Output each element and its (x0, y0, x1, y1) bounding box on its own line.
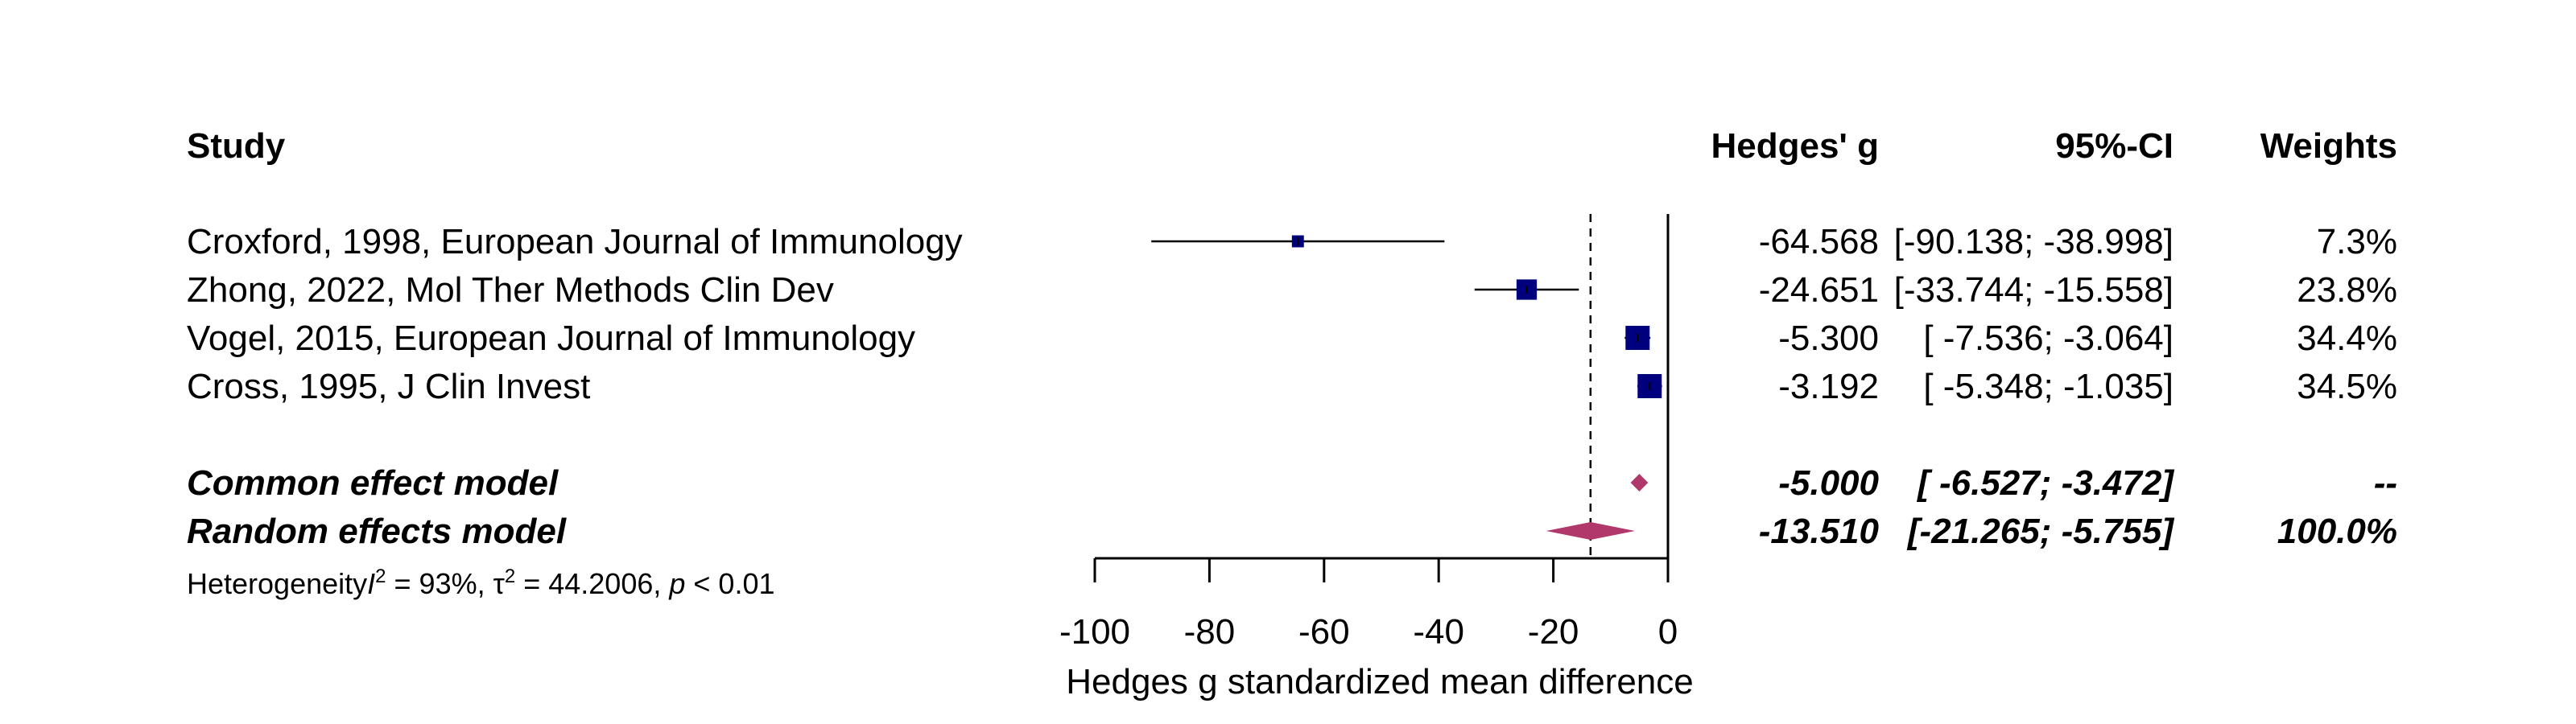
study-ci-value: [ -7.536; -3.064] (1923, 319, 2174, 358)
p-symbol: p (668, 567, 685, 600)
study-label: Vogel, 2015, European Journal of Immunol… (187, 319, 915, 358)
x-tick-label: -60 (1298, 612, 1350, 652)
study-ci-value: [-90.138; -38.998] (1894, 222, 2174, 261)
study-effect-value: -3.192 (1778, 367, 1879, 406)
pooled-diamond (1630, 474, 1649, 492)
pooled-row-common-effect-model: Common effect model -5.000 [ -6.527; -3.47… (187, 463, 2397, 503)
study-row-cross: Cross, 1995, J Clin Invest -3.192 [ -5.348… (187, 367, 2397, 406)
pooled-label: Common effect model (187, 463, 559, 503)
pooled-ci-value: [-21.265; -5.755] (1906, 512, 2175, 551)
header-study: Study (187, 126, 286, 166)
header-effect: Hedges' g (1711, 126, 1879, 166)
study-row-croxford: Croxford, 1998, European Journal of Immu… (187, 222, 2397, 261)
study-effect-value: -24.651 (1759, 270, 1879, 310)
p-value: < 0.01 (685, 567, 774, 600)
x-axis-title: Hedges g standardized mean difference (1066, 662, 1693, 701)
i2-value: = 93%, (386, 567, 493, 600)
study-weight-value: 34.5% (2297, 367, 2397, 406)
heterogeneity-prefix: Heterogeneity (187, 567, 367, 600)
x-tick-label: -20 (1528, 612, 1579, 652)
i2-symbol: I (367, 567, 375, 600)
study-label: Cross, 1995, J Clin Invest (187, 367, 590, 406)
study-effect-value: -64.568 (1759, 222, 1879, 261)
study-weight-value: 23.8% (2297, 270, 2397, 310)
tau-symbol: τ (493, 567, 505, 600)
header-weights: Weights (2260, 126, 2397, 166)
tau-superscript: 2 (505, 566, 515, 587)
pooled-label: Random effects model (187, 512, 567, 551)
pooled-row-random-effects-model: Random effects model -13.510 [-21.265; -5.… (187, 512, 2397, 551)
x-tick-label: 0 (1658, 612, 1678, 652)
header-ci: 95%-CI (2055, 126, 2174, 166)
pooled-effect-value: -13.510 (1759, 512, 1880, 551)
pooled-ci-value: [ -6.527; -3.472] (1916, 463, 2174, 503)
study-row-zhong: Zhong, 2022, Mol Ther Methods Clin Dev -2… (187, 270, 2397, 310)
tau-value: = 44.2006, (515, 567, 669, 600)
study-weight-value: 7.3% (2317, 222, 2397, 261)
x-tick-label: -40 (1413, 612, 1464, 652)
x-tick-label: -100 (1059, 612, 1130, 652)
study-effect-value: -5.300 (1778, 319, 1879, 358)
heterogeneity-stats: HeterogeneityI2 = 93%, τ2 = 44.2006, p <… (187, 566, 775, 600)
pooled-weight-value: 100.0% (2277, 512, 2397, 551)
study-label: Zhong, 2022, Mol Ther Methods Clin Dev (187, 270, 834, 310)
study-label: Croxford, 1998, European Journal of Immu… (187, 222, 963, 261)
study-row-vogel: Vogel, 2015, European Journal of Immunol… (187, 319, 2397, 358)
study-weight-value: 34.4% (2297, 319, 2397, 358)
pooled-effect-value: -5.000 (1778, 463, 1879, 503)
i2-superscript: 2 (375, 566, 386, 587)
study-ci-value: [ -5.348; -1.035] (1923, 367, 2174, 406)
pooled-weight-value: -- (2374, 463, 2397, 503)
pooled-diamond (1546, 522, 1636, 540)
x-tick-label: -80 (1184, 612, 1236, 652)
study-ci-value: [-33.744; -15.558] (1894, 270, 2174, 310)
